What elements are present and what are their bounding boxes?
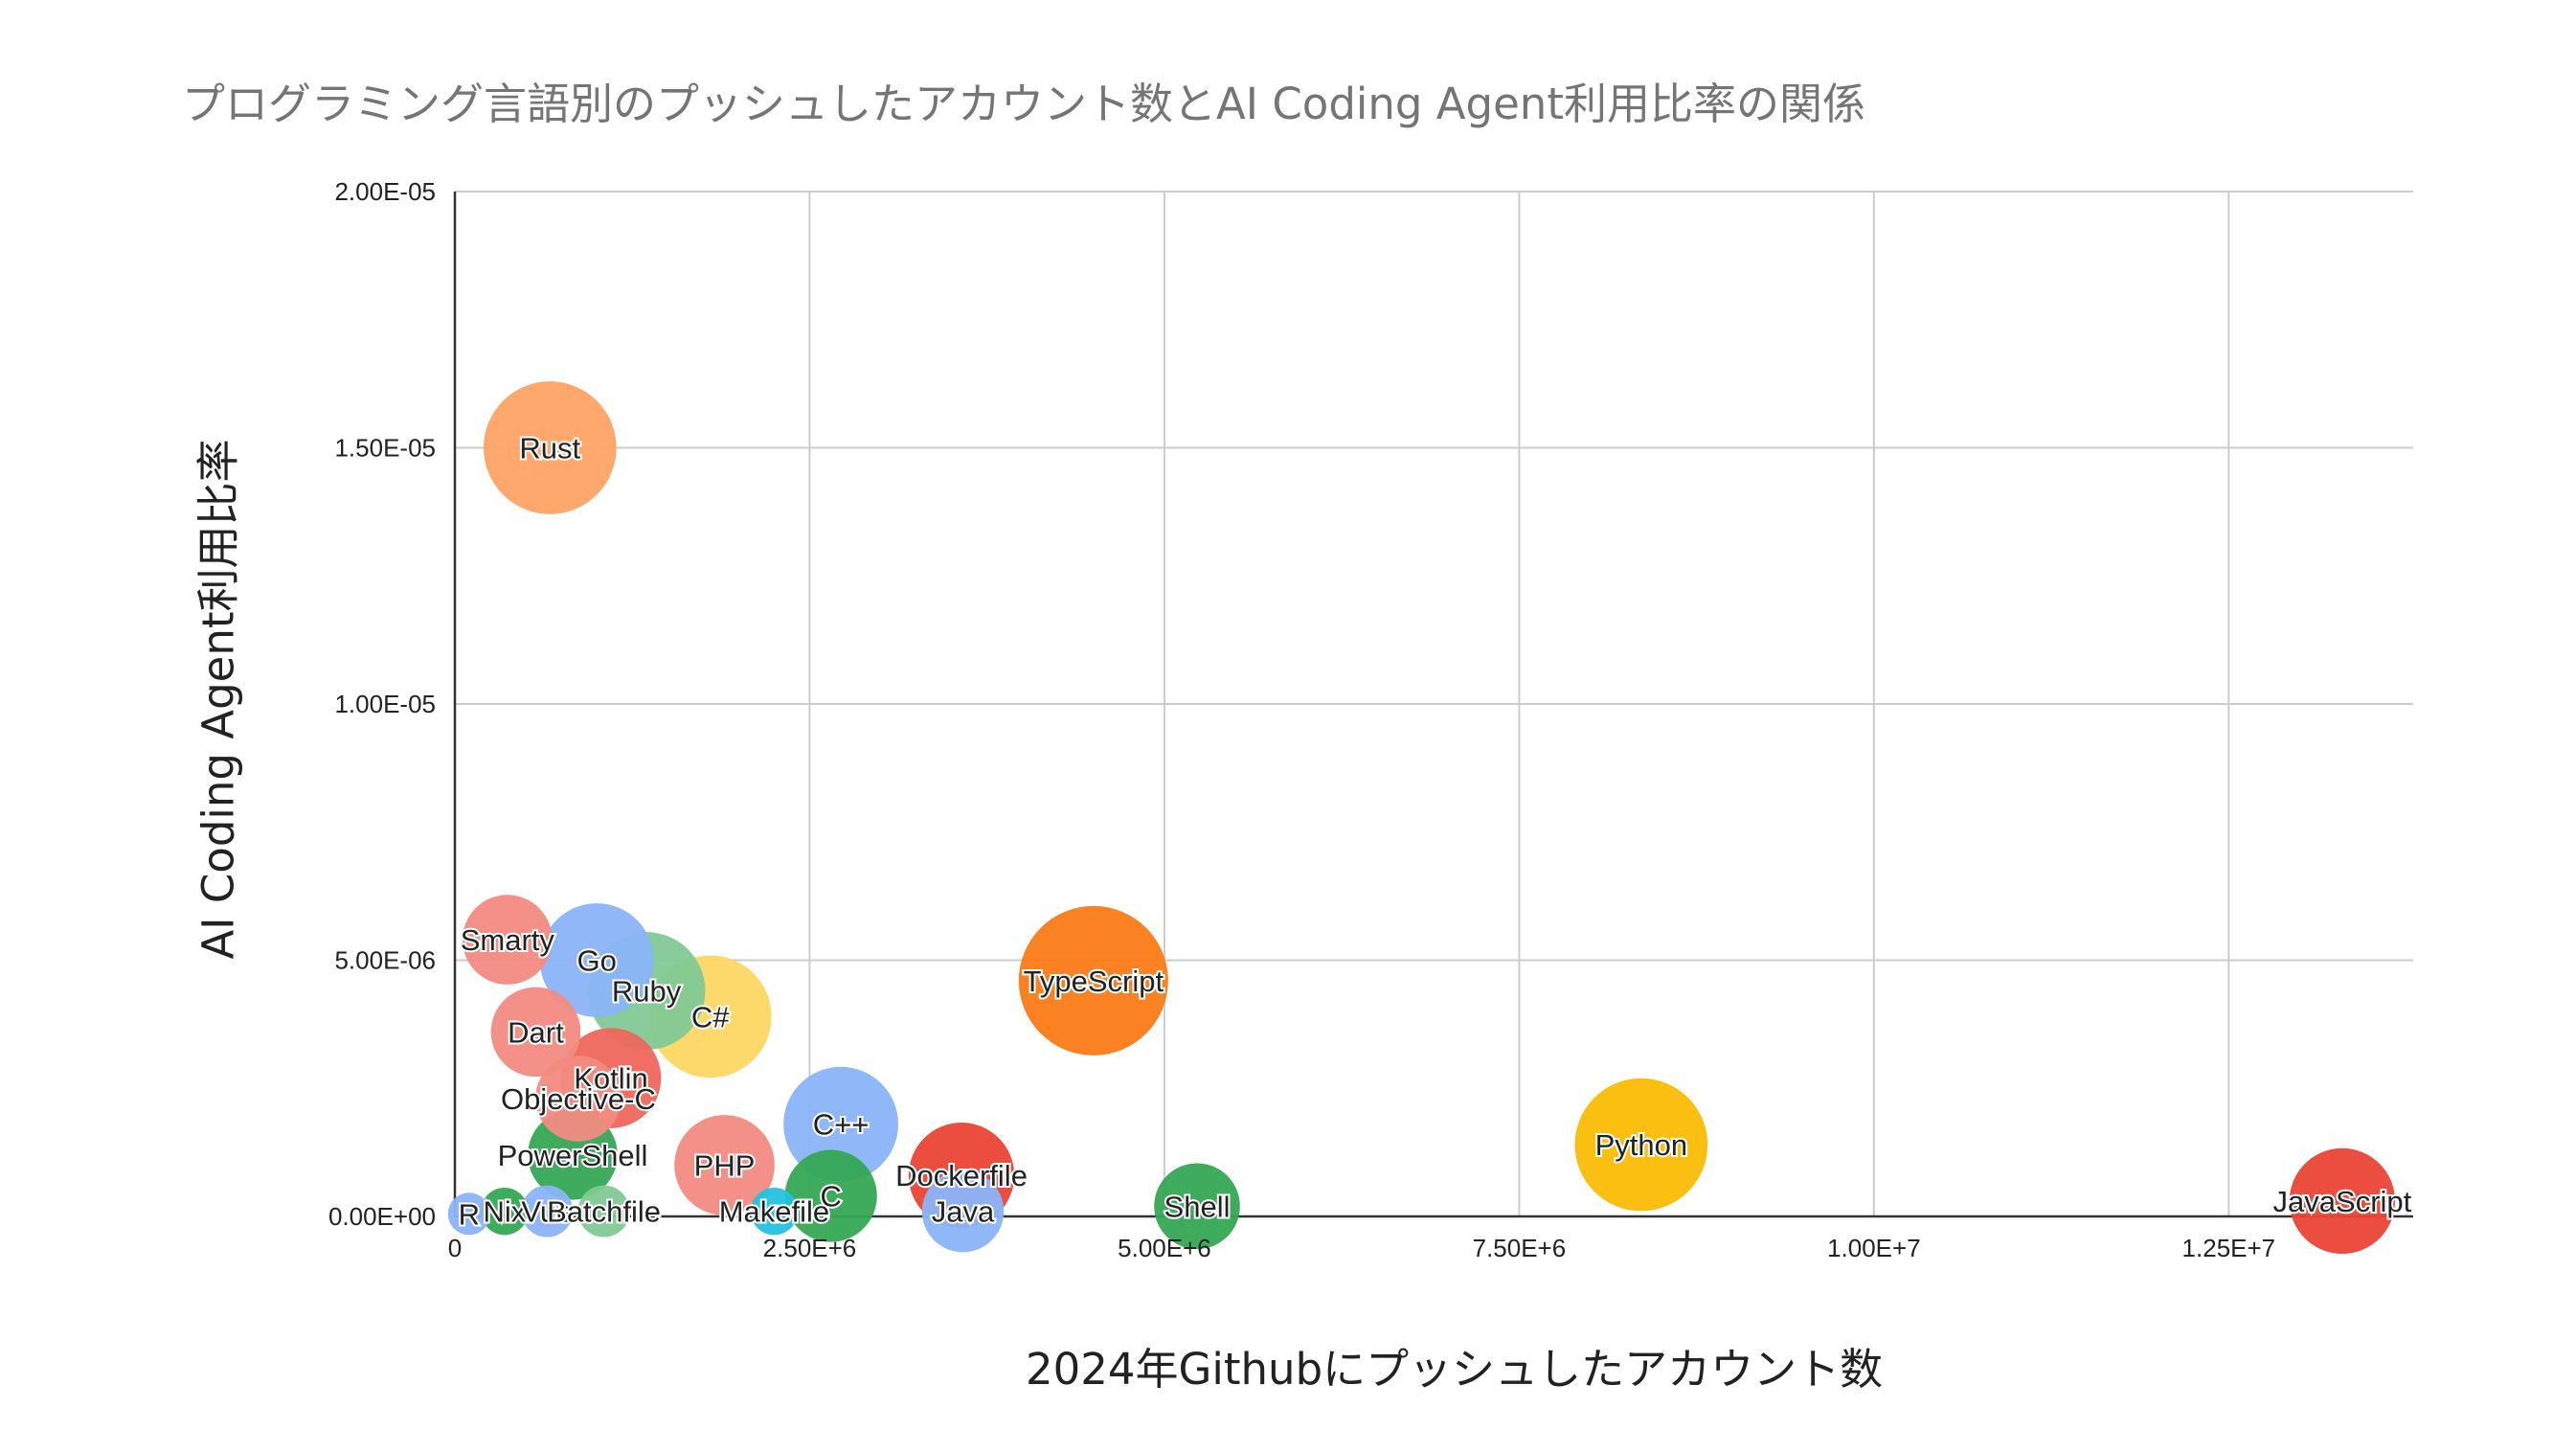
y-axis-title: AI Coding Agent利用比率 (192, 439, 244, 960)
bubble-label-c: C (821, 1180, 842, 1214)
bubble-layer (447, 381, 2396, 1255)
bubble-label-java: Java (932, 1195, 995, 1229)
x-tick-label: 1.00E+7 (1827, 1234, 1921, 1262)
bubble-go (539, 903, 654, 1017)
bubble-dart (490, 987, 581, 1078)
bubble-label-powershell: PowerShell (498, 1139, 648, 1172)
x-tick-label: 1.25E+7 (2182, 1234, 2276, 1262)
bubble-label-javascript: JavaScript (2273, 1185, 2412, 1218)
bubble-label-c-: C++ (813, 1108, 870, 1142)
y-tick-label: 0.00E+00 (328, 1202, 436, 1231)
bubble-label-shell: Shell (1164, 1190, 1231, 1223)
x-tick-label: 0 (448, 1234, 462, 1262)
bubble-label-typescript: TypeScript (1024, 965, 1164, 998)
bubble-label-ruby: Ruby (612, 975, 682, 1009)
bubble-php (674, 1115, 775, 1215)
bubble-java (921, 1169, 1005, 1253)
bubble-label-vue: Vue (521, 1195, 573, 1229)
grid-lines (455, 191, 2413, 1216)
bubble-label-kotlin: Kotlin (574, 1062, 648, 1096)
bubble-batchfile (577, 1185, 630, 1237)
bubble-typescript (1018, 905, 1168, 1056)
bubble-c (784, 1149, 877, 1242)
chart-title: プログラミング言語別のプッシュしたアカウント数とAI Coding Agent利… (182, 79, 1865, 129)
bubble-nix (481, 1187, 529, 1236)
bubble-vue (521, 1185, 574, 1237)
bubble-label-smarty: Smarty (461, 923, 555, 957)
bubble-label-php: PHP (694, 1149, 756, 1183)
bubble-label-c-: C# (691, 1000, 730, 1033)
x-tick-label: 2.50E+6 (763, 1234, 857, 1262)
bubble-label-dart: Dart (508, 1015, 564, 1049)
bubble-c- (783, 1066, 898, 1182)
bubble-python (1574, 1078, 1708, 1212)
bubble-label-nix: Nix (483, 1195, 526, 1229)
tick-labels: 0 2.50E+6 5.00E+6 7.50E+6 1.00E+7 1.25E+7 0.00… (328, 177, 2275, 1262)
bubble-label-python: Python (1595, 1128, 1688, 1162)
x-tick-label: 7.50E+6 (1473, 1234, 1567, 1262)
bubble-r (447, 1192, 490, 1236)
bubble-makefile (750, 1187, 799, 1236)
bubble-label-go: Go (577, 944, 617, 978)
y-tick-label: 1.50E-05 (334, 434, 436, 463)
bubble-shell (1154, 1163, 1240, 1250)
bubble-label-objective-c: Objective-C (501, 1082, 656, 1116)
y-tick-label: 5.00E-06 (334, 946, 436, 975)
y-tick-label: 1.00E-05 (334, 690, 436, 718)
bubble-label-makefile: Makefile (719, 1195, 829, 1229)
bubble-objective-c (535, 1056, 621, 1142)
x-axis-title: 2024年Githubにプッシュしたアカウント数 (1026, 1344, 1884, 1395)
bubble-label-batchfile: Batchfile (547, 1195, 661, 1229)
y-tick-label: 2.00E-05 (334, 177, 436, 206)
bubble-rust (483, 381, 617, 514)
bubble-label-dockerfile: Dockerfile (895, 1159, 1028, 1192)
bubble-smarty (463, 895, 553, 985)
bubble-label-r: R (459, 1197, 480, 1231)
bubble-label-rust: Rust (519, 432, 580, 465)
x-tick-label: 5.00E+6 (1118, 1234, 1211, 1262)
bubble-javascript (2289, 1147, 2396, 1255)
